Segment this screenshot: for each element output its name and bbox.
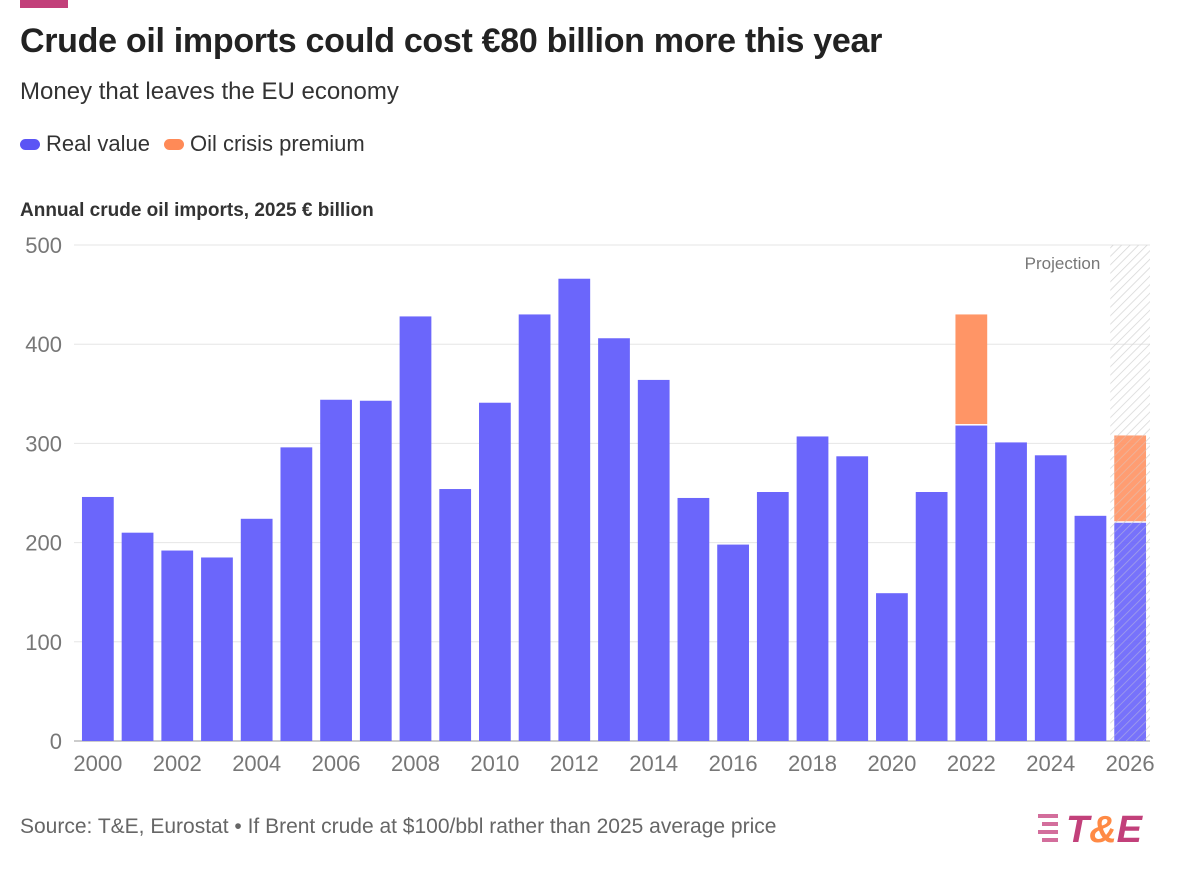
bar-real-value-2012 bbox=[558, 278, 591, 741]
brand-accent-bar bbox=[20, 0, 68, 8]
y-tick-label: 100 bbox=[25, 630, 62, 655]
x-tick-label: 2012 bbox=[550, 751, 599, 776]
bar-real-value-2020 bbox=[876, 593, 908, 741]
y-tick-label: 500 bbox=[25, 233, 62, 258]
bar-real-value-2016 bbox=[717, 544, 749, 741]
bar-real-value-2004 bbox=[240, 518, 273, 741]
x-tick-label: 2018 bbox=[788, 751, 837, 776]
x-tick-label: 2024 bbox=[1026, 751, 1075, 776]
bar-real-value-2000 bbox=[81, 496, 114, 741]
te-logo: T&E bbox=[1038, 809, 1144, 850]
chart-subtitle: Money that leaves the EU economy bbox=[20, 78, 399, 105]
bar-real-value-2006 bbox=[320, 399, 352, 741]
legend-item-oil-crisis-premium: Oil crisis premium bbox=[163, 131, 365, 157]
bar-real-value-2022 bbox=[955, 425, 988, 741]
x-tick-label: 2000 bbox=[73, 751, 122, 776]
bar-real-value-2024 bbox=[1034, 455, 1067, 741]
x-tick-label: 2022 bbox=[947, 751, 996, 776]
x-tick-label: 2008 bbox=[391, 751, 440, 776]
y-tick-label: 200 bbox=[25, 531, 62, 556]
bar-real-value-2013 bbox=[598, 338, 630, 741]
bar-oil-crisis-premium-2022 bbox=[955, 314, 988, 425]
bar-real-value-2007 bbox=[359, 400, 392, 741]
legend-swatch bbox=[163, 138, 184, 150]
x-tick-label: 2010 bbox=[470, 751, 519, 776]
bar-real-value-2003 bbox=[201, 557, 233, 741]
source-note: Source: T&E, Eurostat • If Brent crude a… bbox=[20, 815, 777, 838]
bar-real-value-2014 bbox=[637, 379, 670, 741]
x-tick-label: 2002 bbox=[153, 751, 202, 776]
y-tick-label: 400 bbox=[25, 332, 62, 357]
projection-annotation: Projection bbox=[1025, 254, 1101, 273]
x-tick-label: 2016 bbox=[709, 751, 758, 776]
legend-swatch bbox=[20, 138, 40, 150]
bar-real-value-2009 bbox=[439, 489, 472, 741]
bar-real-value-2023 bbox=[995, 442, 1027, 741]
bar-real-value-2021 bbox=[915, 492, 948, 741]
x-tick-label: 2014 bbox=[629, 751, 678, 776]
bar-real-value-2011 bbox=[518, 314, 551, 741]
x-tick-label: 2004 bbox=[232, 751, 281, 776]
y-tick-label: 0 bbox=[50, 729, 62, 754]
y-tick-label: 300 bbox=[25, 431, 62, 456]
bar-real-value-2017 bbox=[756, 492, 789, 741]
bar-real-value-2015 bbox=[677, 497, 710, 741]
x-tick-label: 2006 bbox=[312, 751, 361, 776]
bar-real-value-2008 bbox=[399, 316, 432, 741]
x-tick-label: 2026 bbox=[1106, 751, 1155, 776]
x-tick-label: 2020 bbox=[867, 751, 916, 776]
bar-real-value-2025 bbox=[1074, 515, 1107, 741]
bar-real-value-2010 bbox=[479, 402, 511, 741]
legend-label: Real value bbox=[46, 131, 150, 156]
y-axis-title: Annual crude oil imports, 2025 € billion bbox=[20, 200, 374, 221]
legend: Real value Oil crisis premium bbox=[20, 131, 365, 157]
chart-title: Crude oil imports could cost €80 billion… bbox=[20, 22, 883, 60]
legend-item-real-value: Real value bbox=[20, 131, 150, 157]
bar-real-value-2001 bbox=[121, 532, 154, 741]
bar-real-value-2002 bbox=[161, 550, 194, 741]
bar-hatch-2026 bbox=[1114, 522, 1147, 741]
bar-hatch-2026 bbox=[1114, 435, 1147, 523]
bar-real-value-2018 bbox=[796, 436, 829, 741]
bar-real-value-2019 bbox=[836, 456, 869, 741]
legend-label: Oil crisis premium bbox=[189, 131, 365, 156]
svg-text:T&E: T&E bbox=[1066, 809, 1144, 850]
bar-real-value-2005 bbox=[280, 447, 313, 741]
